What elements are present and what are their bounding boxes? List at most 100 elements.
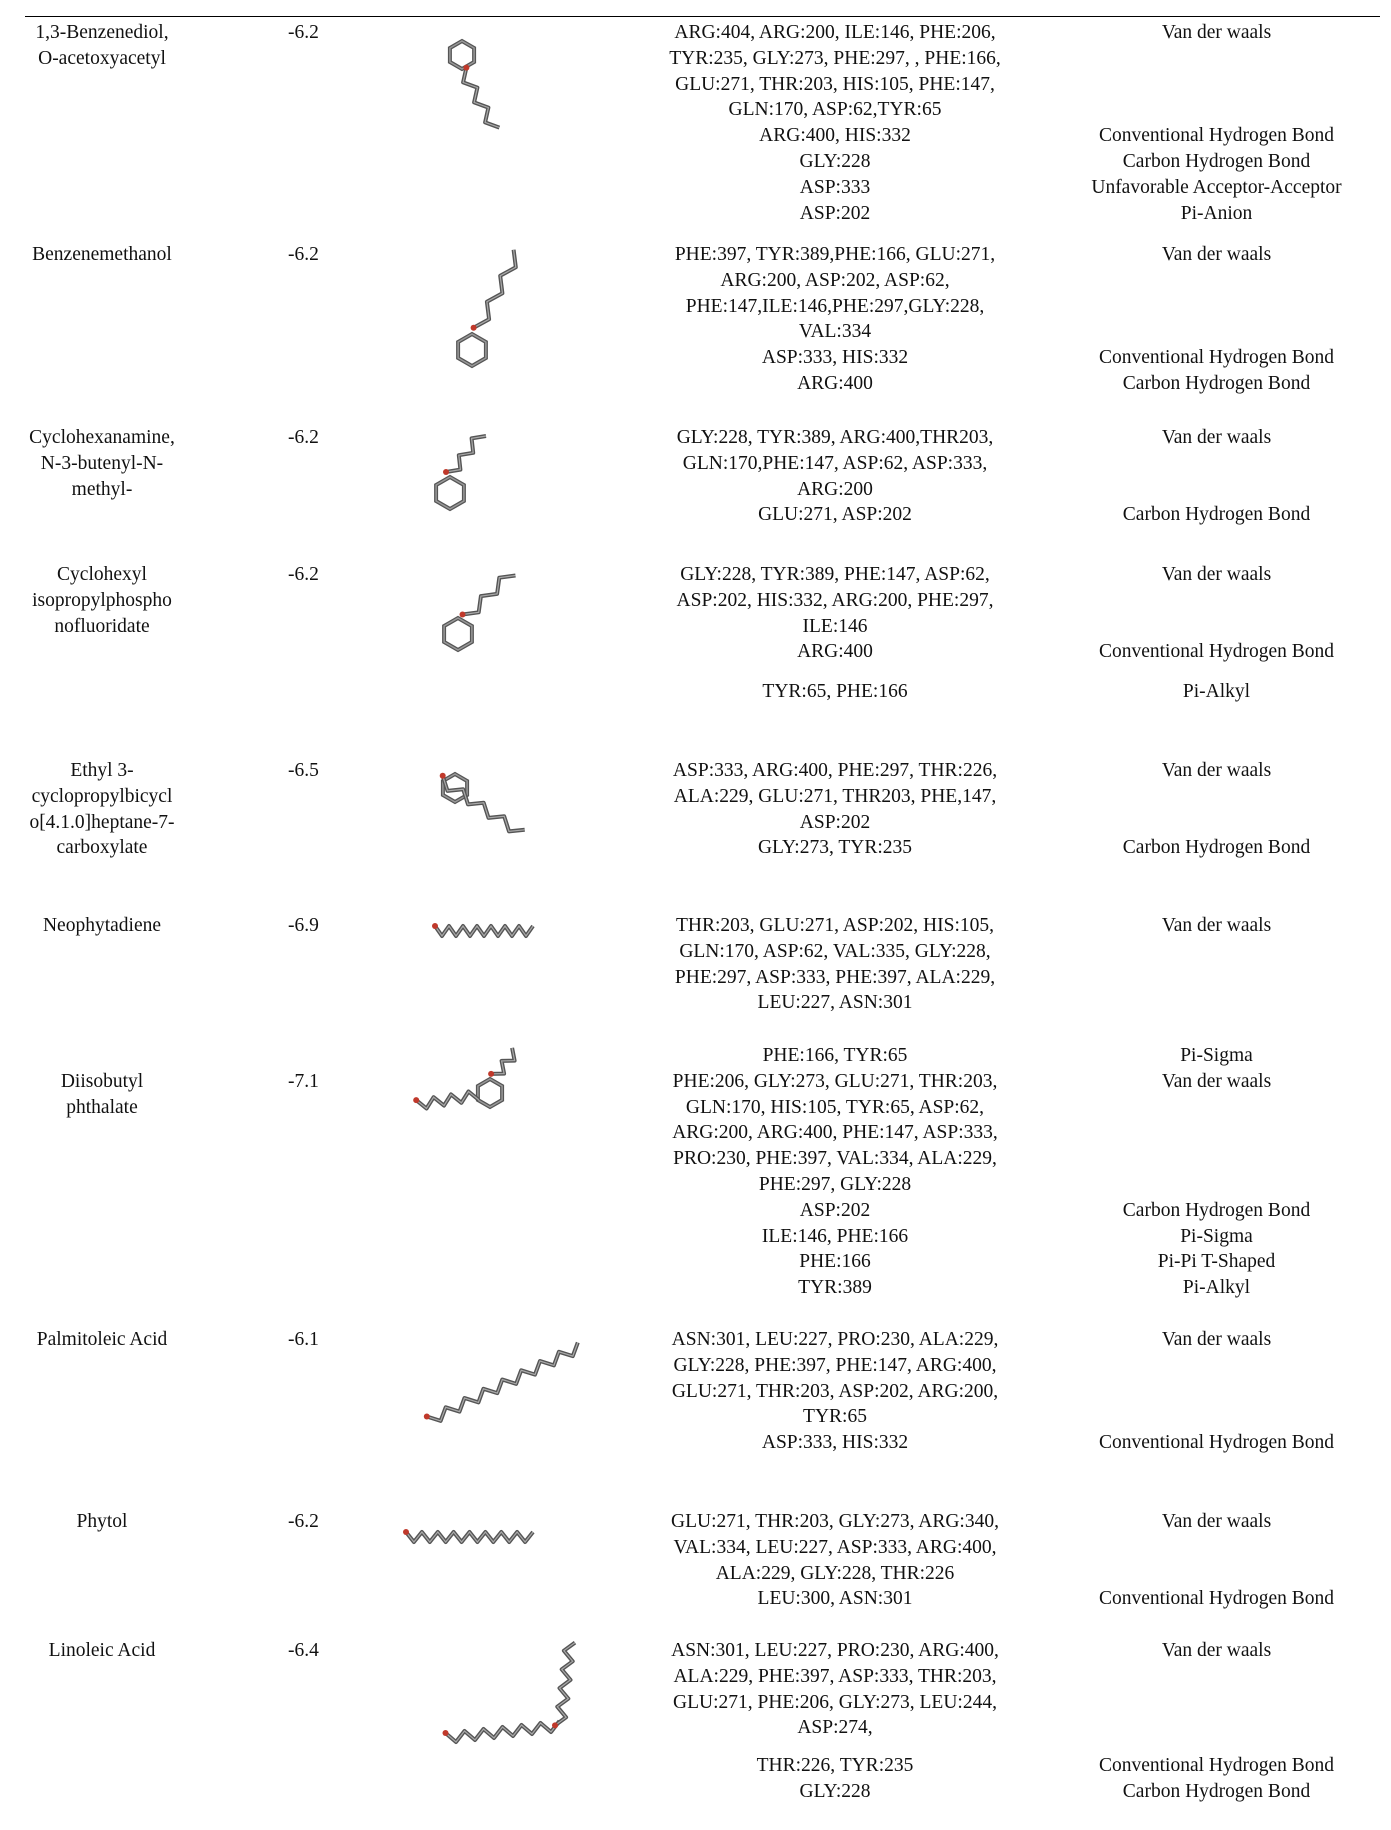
interaction-groups: GLU:271, THR:203, GLY:273, ARG:340,VAL:3… <box>625 1509 1388 1612</box>
chain-highlight <box>446 436 486 472</box>
residues: ARG:400 <box>625 639 1045 665</box>
interaction-type: Conventional Hydrogen Bond <box>1045 1586 1388 1612</box>
interaction-type: Pi-Sigma <box>1045 1224 1388 1250</box>
table-row: Diisobutylphthalate-7.1PHE:166, TYR:65Pi… <box>0 1043 1391 1327</box>
residue-line: PHE:297, GLY:228 <box>625 1172 1045 1198</box>
compound-line: Benzenemethanol <box>7 242 197 268</box>
residue-line: PHE:166, TYR:65 <box>625 1043 1045 1069</box>
residue-line: ASP:333, HIS:332 <box>625 1430 1045 1456</box>
interaction-type: Pi-Alkyl <box>1045 1275 1388 1301</box>
interaction-type: Van der waals <box>1045 758 1388 784</box>
residue-line: PHE:206, GLY:273, GLU:271, THR:203, <box>625 1069 1045 1095</box>
residue-line: ASP:202 <box>625 810 1045 836</box>
interaction-type: Carbon Hydrogen Bond <box>1045 835 1388 861</box>
residue-line: ARG:400, HIS:332 <box>625 123 1045 149</box>
interaction-group: ASP:333, ARG:400, PHE:297, THR:226,ALA:2… <box>625 758 1388 835</box>
residues: ASP:333, HIS:332 <box>625 1430 1045 1456</box>
binding-energy: -6.5 <box>288 758 319 784</box>
compound-line: cyclopropylbicycl <box>7 784 197 810</box>
ring-highlight <box>450 41 474 69</box>
interaction-group: THR:226, TYR:235GLY:228Conventional Hydr… <box>625 1753 1388 1805</box>
residue-line: LEU:300, ASN:301 <box>625 1586 1045 1612</box>
interaction-type: Carbon Hydrogen Bond <box>1045 1779 1388 1805</box>
interaction-types: Carbon Hydrogen Bond <box>1045 502 1388 528</box>
molecule-structure <box>400 913 600 1043</box>
residues: GLY:228, TYR:389, ARG:400,THR203,GLN:170… <box>625 425 1045 502</box>
table-row: Cyclohexanamine,N-3-butenyl-N-methyl--6.… <box>0 425 1391 562</box>
residue-line: ALA:229, GLU:271, THR203, PHE,147, <box>625 784 1045 810</box>
interaction-groups: THR:203, GLU:271, ASP:202, HIS:105,GLN:1… <box>625 913 1388 1016</box>
residue-line: ASN:301, LEU:227, PRO:230, ALA:229, <box>625 1327 1045 1353</box>
ring-highlight <box>436 477 464 509</box>
residue-line: TYR:389 <box>625 1275 1045 1301</box>
page-body: 1,3-Benzenediol,O-acetoxyacetyl -6.2 ARG:4… <box>0 0 1391 1830</box>
residues: ASP:333, ARG:400, PHE:297, THR:226,ALA:2… <box>625 758 1045 835</box>
chain-bond <box>427 1343 578 1421</box>
binding-energy: -6.2 <box>288 562 319 588</box>
interaction-type: Conventional Hydrogen Bond <box>1045 1430 1388 1456</box>
binding-energy: -6.2 <box>288 20 319 46</box>
residue-line: ARG:200, ASP:202, ASP:62, <box>625 268 1045 294</box>
residues: ASN:301, LEU:227, PRO:230, ARG:400,ALA:2… <box>625 1638 1045 1741</box>
compound-name: Neophytadiene <box>7 913 197 939</box>
interaction-type: Van der waals <box>1045 242 1388 268</box>
interaction-types: Van der waals <box>1045 758 1388 835</box>
residue-line: ARG:404, ARG:200, ILE:146, PHE:206, <box>625 20 1045 46</box>
interaction-group: GLU:271, THR:203, GLY:273, ARG:340,VAL:3… <box>625 1509 1388 1586</box>
residues: TYR:65, PHE:166 <box>625 679 1045 705</box>
interaction-types: Conventional Hydrogen BondCarbon Hydroge… <box>1045 1753 1388 1805</box>
compound-line: Linoleic Acid <box>7 1638 197 1664</box>
compound-line: Phytol <box>7 1509 197 1535</box>
interaction-group: PHE:166, TYR:65Pi-Sigma <box>625 1043 1388 1069</box>
ring-highlight <box>444 618 472 650</box>
interaction-type: Van der waals <box>1045 1069 1388 1095</box>
interaction-type: Van der waals <box>1045 20 1388 46</box>
molecule-structure <box>400 1638 600 1828</box>
compound-line: methyl- <box>7 477 197 503</box>
interaction-types: Van der waals <box>1045 1327 1388 1430</box>
residue-line: VAL:334 <box>625 319 1045 345</box>
compound-line: Neophytadiene <box>7 913 197 939</box>
interaction-group: GLY:273, TYR:235Carbon Hydrogen Bond <box>625 835 1388 861</box>
residue-line: GLN:170, ASP:62,TYR:65 <box>625 97 1045 123</box>
binding-energy: -6.2 <box>288 1509 319 1535</box>
residue-line: ASN:301, LEU:227, PRO:230, ARG:400, <box>625 1638 1045 1664</box>
residue-line: TYR:65 <box>625 1404 1045 1430</box>
residue-line: PRO:230, PHE:397, VAL:334, ALA:229, <box>625 1146 1045 1172</box>
interaction-group: PHE:206, GLY:273, GLU:271, THR:203,GLN:1… <box>625 1069 1388 1198</box>
residue-line: ASP:202, HIS:332, ARG:200, PHE:297, <box>625 588 1045 614</box>
interaction-type: Van der waals <box>1045 425 1388 451</box>
residue-line: GLU:271, THR:203, GLY:273, ARG:340, <box>625 1509 1045 1535</box>
residues: PHE:397, TYR:389,PHE:166, GLU:271,ARG:20… <box>625 242 1045 345</box>
residues: ARG:404, ARG:200, ILE:146, PHE:206,TYR:2… <box>625 20 1045 123</box>
compound-name: 1,3-Benzenediol,O-acetoxyacetyl <box>7 20 197 72</box>
interaction-types: Van der waals <box>1045 562 1388 639</box>
interaction-type: Van der waals <box>1045 562 1388 588</box>
interaction-types: Pi-Sigma <box>1045 1043 1388 1069</box>
chain-highlight <box>463 68 499 128</box>
interaction-types: Van der waals <box>1045 913 1388 1016</box>
residue-line: ILE:146 <box>625 614 1045 640</box>
compound-line: phthalate <box>7 1095 197 1121</box>
residue-line: ASP:202 <box>625 1198 1045 1224</box>
oxygen-atom <box>471 325 477 331</box>
residue-line: ASP:333 <box>625 175 1045 201</box>
ring-highlight <box>458 334 486 366</box>
residues: PHE:206, GLY:273, GLU:271, THR:203,GLN:1… <box>625 1069 1045 1198</box>
oxygen-atom <box>432 923 438 929</box>
interaction-type: Pi-Pi T-Shaped <box>1045 1249 1388 1275</box>
table-row: 1,3-Benzenediol,O-acetoxyacetyl -6.2 ARG:4… <box>0 20 1391 242</box>
molecule-structure <box>400 1043 600 1327</box>
interaction-type: Van der waals <box>1045 1509 1388 1535</box>
binding-energy: -6.2 <box>288 425 319 451</box>
residues: GLY:273, TYR:235 <box>625 835 1045 861</box>
